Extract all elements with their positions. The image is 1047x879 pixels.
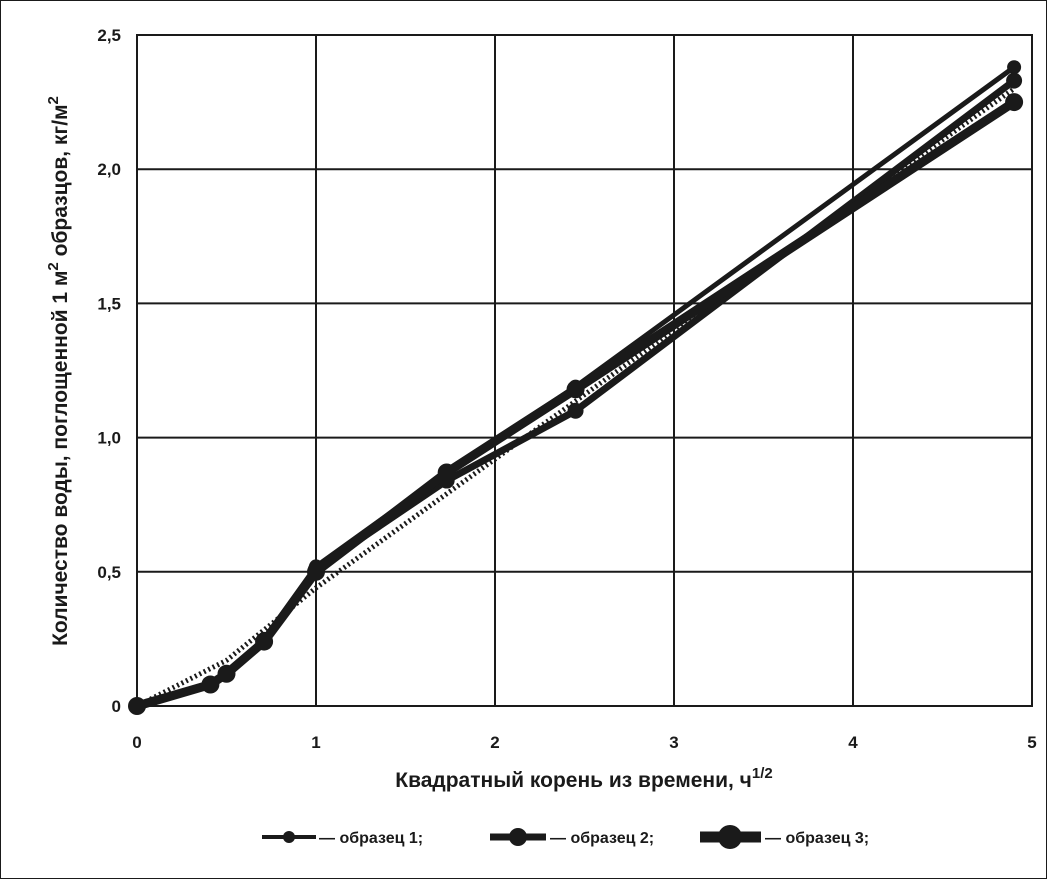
legend: — образец 1; — образец 2; — образец 3; (262, 825, 869, 849)
legend-label-2: — образец 2; (550, 830, 654, 847)
data-point (128, 697, 146, 715)
legend-item-sample-1: — образец 1; (262, 830, 423, 847)
y-tick-label: 1,0 (97, 429, 121, 448)
legend-marker-dot-1 (283, 831, 295, 843)
legend-item-sample-2: — образец 2; (490, 828, 654, 847)
grid (137, 35, 1032, 706)
y-axis-title-part2: образцов, кг/м (49, 104, 72, 262)
data-point (566, 380, 585, 399)
x-tick-label: 4 (848, 733, 858, 752)
data-point (437, 463, 456, 482)
x-axis-title-main: Квадратный корень из времени, ч (395, 769, 752, 792)
series-group (128, 60, 1024, 715)
x-tick-labels: 0 1 2 3 4 5 (132, 733, 1036, 752)
data-point (255, 632, 274, 651)
x-axis-title: Квадратный корень из времени, ч1/2 (395, 765, 772, 792)
y-tick-labels: 0 0,5 1,0 1,5 2,0 2,5 (97, 26, 121, 716)
legend-marker-dot-2 (509, 828, 527, 846)
data-point (1007, 60, 1022, 75)
data-point (1005, 93, 1024, 112)
x-axis-title-sup: 1/2 (752, 765, 773, 782)
y-tick-label: 1,5 (97, 294, 121, 313)
legend-item-sample-3: — образец 3; (700, 825, 869, 849)
plot-area-border (136, 34, 1033, 707)
data-point (567, 402, 584, 419)
data-point (307, 562, 325, 581)
x-tick-label: 2 (490, 733, 499, 752)
data-point (1006, 72, 1023, 89)
x-tick-label: 1 (311, 733, 320, 752)
legend-label-3: — образец 3; (765, 830, 869, 847)
x-tick-label: 3 (669, 733, 678, 752)
y-tick-label: 0 (112, 697, 121, 716)
legend-label-1: — образец 1; (319, 830, 423, 847)
y-axis-title-part1: Количество воды, поглощенной 1 м (49, 271, 72, 646)
x-tick-label: 5 (1027, 733, 1036, 752)
x-tick-label: 0 (132, 733, 141, 752)
y-axis-title-sup2: 2 (45, 96, 62, 104)
y-tick-label: 2,5 (97, 26, 121, 45)
series-3 (128, 93, 1024, 715)
data-point (201, 675, 220, 694)
legend-marker-dot-3 (718, 825, 742, 849)
y-axis-title-sup1: 2 (45, 262, 62, 270)
y-tick-label: 2,0 (97, 160, 121, 179)
data-point (217, 664, 236, 683)
y-tick-label: 0,5 (97, 563, 121, 582)
y-axis-title: Количество воды, поглощенной 1 м2 образц… (45, 96, 72, 646)
